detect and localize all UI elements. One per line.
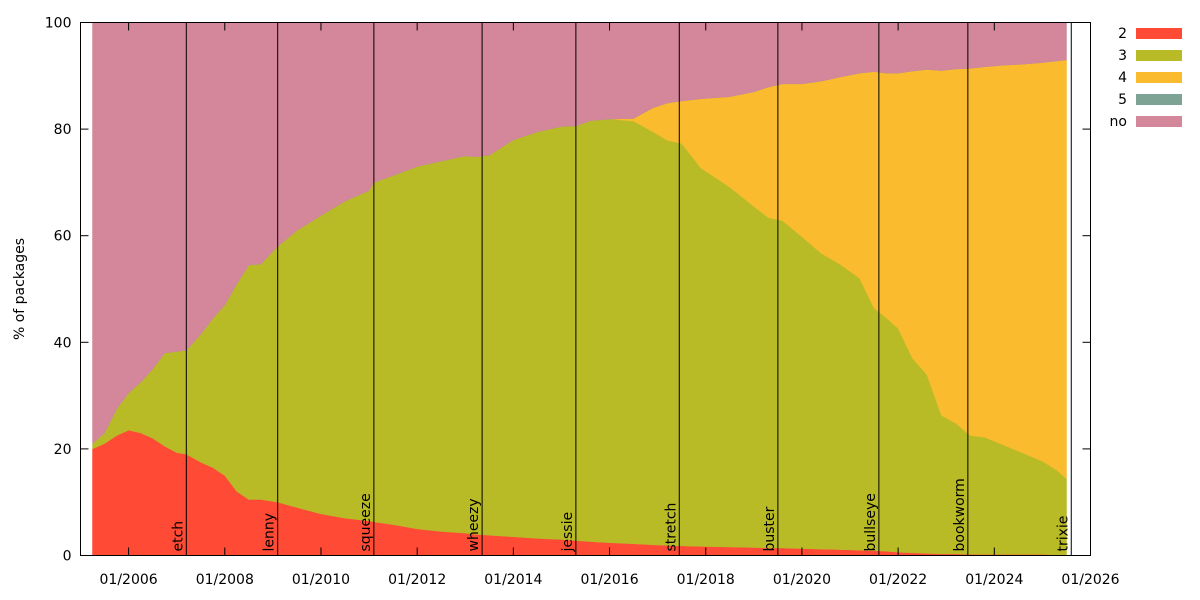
release-label-stretch: stretch xyxy=(663,503,679,552)
legend-label-no: no xyxy=(1110,114,1127,130)
x-tick-label: 01/2024 xyxy=(965,572,1023,588)
legend-swatch-no xyxy=(1136,116,1182,127)
release-label-wheezy: wheezy xyxy=(466,498,482,551)
x-tick-label: 01/2020 xyxy=(773,572,831,588)
area-series-layer xyxy=(92,22,1067,556)
legend-label-3: 3 xyxy=(1118,48,1127,64)
y-tick-label: 0 xyxy=(63,549,72,565)
release-label-bullseye: bullseye xyxy=(863,493,879,551)
x-tick-label: 01/2012 xyxy=(388,572,446,588)
legend-swatch-3 xyxy=(1136,50,1182,61)
x-tick-label: 01/2022 xyxy=(869,572,927,588)
legend-label-4: 4 xyxy=(1118,70,1127,86)
y-axis-label: % of packages xyxy=(12,238,28,340)
legend-label-2: 2 xyxy=(1118,26,1127,42)
release-markers: etch lenny squeeze wheezy jessie stretch buste… xyxy=(170,22,1072,556)
x-axis: 01/2006 01/2008 01/2010 01/2012 01/2014 01/20… xyxy=(100,22,1120,588)
legend-swatch-4 xyxy=(1136,72,1182,83)
plot-frame xyxy=(80,22,1091,556)
legend-label-5: 5 xyxy=(1118,92,1127,108)
release-label-bookworm: bookworm xyxy=(952,478,968,551)
y-tick-label: 20 xyxy=(54,442,72,458)
release-label-trixie: trixie xyxy=(1055,516,1071,552)
x-tick-label: 01/2026 xyxy=(1061,572,1119,588)
release-label-buster: buster xyxy=(762,506,778,551)
x-tick-label: 01/2010 xyxy=(292,572,350,588)
x-tick-label: 01/2014 xyxy=(484,572,542,588)
x-tick-label: 01/2018 xyxy=(677,572,735,588)
x-tick-label: 01/2008 xyxy=(196,572,254,588)
release-label-etch: etch xyxy=(170,521,186,552)
y-tick-label: 60 xyxy=(54,229,72,245)
y-tick-label: 100 xyxy=(45,16,72,32)
y-tick-label: 80 xyxy=(54,122,72,138)
legend-swatch-5 xyxy=(1136,94,1182,105)
x-tick-label: 01/2006 xyxy=(100,572,158,588)
release-label-jessie: jessie xyxy=(560,512,576,553)
release-label-squeeze: squeeze xyxy=(358,493,374,551)
legend-swatch-2 xyxy=(1136,28,1182,39)
release-label-lenny: lenny xyxy=(262,513,278,552)
y-axis: 0 20 40 60 80 100 xyxy=(45,16,1091,565)
x-tick-label: 01/2016 xyxy=(580,572,638,588)
y-tick-label: 40 xyxy=(54,335,72,351)
legend: 2 3 4 5 no xyxy=(1110,26,1182,130)
